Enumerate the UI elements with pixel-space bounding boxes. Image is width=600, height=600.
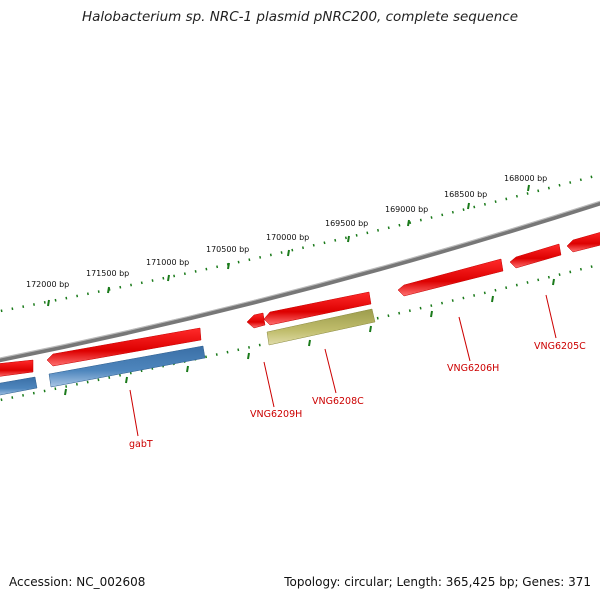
- gene-label-VNG6205C: VNG6205C: [534, 341, 586, 352]
- gene-count-value: 371: [568, 575, 591, 589]
- tick-label-168500: 168500 bp: [444, 190, 487, 199]
- gene-VNG6209H-adjacent[interactable]: [263, 291, 372, 326]
- tick-label-171500: 171500 bp: [86, 269, 129, 278]
- tick-label-171000: 171000 bp: [146, 258, 189, 267]
- genome-stats: Topology: circular; Length: 365,425 bp; …: [284, 575, 591, 589]
- gene-label-VNG6209H: VNG6209H: [250, 409, 302, 420]
- map-title: Halobacterium sp. NRC-1 plasmid pNRC200,…: [81, 9, 519, 25]
- tick-label-169000: 169000 bp: [385, 205, 428, 214]
- tick-label-168000: 168000 bp: [504, 174, 547, 183]
- topology-value: circular: [344, 575, 389, 589]
- length-value: 365,425 bp: [445, 575, 515, 589]
- scale-track-inner: [0, 263, 600, 402]
- plasmid-backbone-highlight: [0, 200, 600, 359]
- gene-gabT-neighbor-forward[interactable]: [46, 327, 202, 367]
- accession-info: Accession: NC_002608: [9, 575, 146, 589]
- gene-label-VNG6208C: VNG6208C: [312, 396, 364, 407]
- tick-label-170500: 170500 bp: [206, 245, 249, 254]
- gene-leader-lines: [129, 294, 557, 437]
- gene-edge-forward-right[interactable]: [566, 231, 600, 253]
- tick-label-170000: 170000 bp: [266, 233, 309, 242]
- accession-value: NC_002608: [76, 575, 146, 589]
- gene-VNG6209H[interactable]: [246, 312, 266, 329]
- gene-unlabeled-reverse-left[interactable]: [0, 376, 38, 396]
- gene-VNG6206H[interactable]: [397, 258, 504, 297]
- gene-gabT[interactable]: [48, 345, 206, 388]
- scale-major-ticks-inner: [64, 278, 555, 396]
- gene-unlabeled-forward-left[interactable]: [0, 359, 34, 377]
- scale-major-ticks-outer: [47, 184, 530, 307]
- gene-VNG6205C[interactable]: [509, 243, 562, 269]
- gene-label-VNG6206H: VNG6206H: [447, 363, 499, 374]
- plasmid-backbone: [0, 200, 600, 363]
- tick-label-172000: 172000 bp: [26, 280, 69, 289]
- gene-label-gabT: gabT: [129, 439, 153, 450]
- tick-label-169500: 169500 bp: [325, 219, 368, 228]
- gene-VNG6208C[interactable]: [266, 308, 376, 346]
